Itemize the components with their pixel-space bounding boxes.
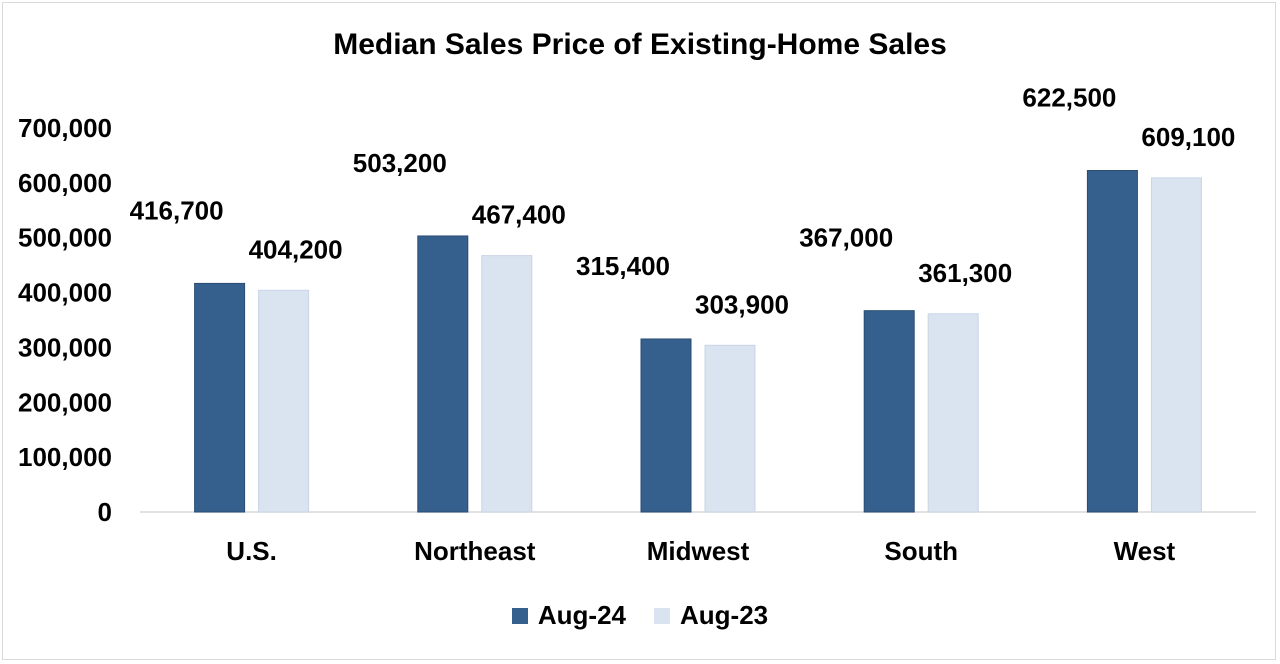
legend: Aug-24 Aug-23 [0,600,1280,631]
data-label: 416,700 [130,195,224,225]
legend-item-aug-23: Aug-23 [654,600,768,631]
bar-aug-24-midwest [640,338,692,513]
data-label: 609,100 [1141,122,1235,152]
bar-aug-24-northeast [417,235,469,513]
x-tick-label: Midwest [647,536,750,566]
bar-aug-24-south [863,310,915,513]
bar-aug-24-us [194,282,246,513]
y-tick-label: 400,000 [18,278,112,308]
y-tick-label: 300,000 [18,332,112,362]
y-tick-label: 500,000 [18,223,112,253]
data-label: 404,200 [249,234,343,264]
data-label: 367,000 [799,223,893,253]
legend-label-aug-23: Aug-23 [680,600,769,630]
bar-aug-23-south [927,313,979,513]
x-tick-label: Northeast [414,536,536,566]
data-label: 503,200 [353,148,447,178]
legend-label-aug-24: Aug-24 [537,600,626,630]
y-tick-label: 600,000 [18,168,112,198]
data-label: 467,400 [472,200,566,230]
y-tick-label: 200,000 [18,387,112,417]
data-label: 622,500 [1022,83,1116,113]
bar-aug-23-northeast [481,255,533,513]
bar-aug-24-west [1086,170,1138,513]
data-label: 315,400 [576,251,670,281]
bar-aug-23-midwest [704,344,756,513]
y-tick-label: 0 [98,497,112,527]
y-tick-label: 100,000 [18,442,112,472]
legend-swatch-aug-24 [511,607,528,624]
data-label: 361,300 [918,258,1012,288]
x-tick-label: South [884,536,958,566]
chart-title: Median Sales Price of Existing-Home Sale… [333,28,947,61]
y-tick-label: 700,000 [18,113,112,143]
legend-item-aug-24: Aug-24 [511,600,626,631]
bar-aug-23-us [258,289,310,513]
x-tick-label: West [1114,536,1176,566]
bar-aug-23-west [1150,177,1202,513]
data-label: 303,900 [695,289,789,319]
legend-swatch-aug-23 [654,607,670,624]
x-tick-label: U.S. [226,536,277,566]
